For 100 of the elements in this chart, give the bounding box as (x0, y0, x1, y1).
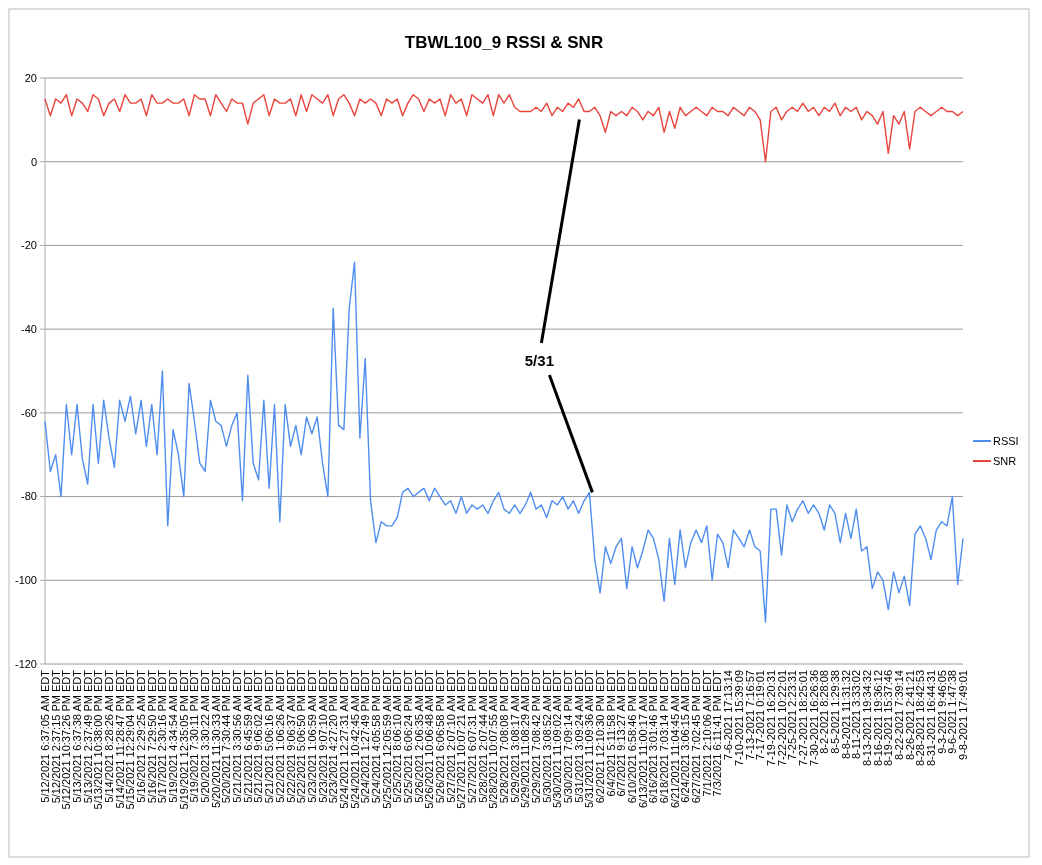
x-tick-label: 6/13/2021 11:00:17 AM EDT (636, 669, 649, 808)
x-tick-label: 5/14/2021 8:28:26 AM EDT (103, 669, 116, 803)
x-tick-label: 5/23/2021 9:07:10 AM EDT (316, 669, 329, 803)
x-tick-label: 9-8-2021 17:49:01 (957, 670, 969, 760)
x-tick-label: 5/24/2021 12:27:31 AM EDT (337, 669, 350, 809)
x-tick-label: 5/29/2021 3:08:17 AM EDT (508, 669, 521, 803)
y-tick-label: -20 (21, 239, 37, 252)
x-tick-label: 7-22-2021 10:22:01 (775, 670, 788, 767)
x-tick-label: 7-30-2021 16:26:36 (807, 670, 820, 767)
x-tick-label: 5/13/2021 10:38:00 PM EDT (92, 669, 105, 810)
x-tick-label: 5/16/2021 7:29:50 PM EDT (145, 669, 158, 804)
x-tick-label: 7-13-2021 7:16:57 (743, 670, 756, 760)
x-tick-label: 5/12/2021 6:37:05 AM EDT (39, 669, 51, 803)
x-tick-label: 5/20/2021 3:30:22 AM EDT (199, 669, 212, 803)
x-tick-label: 5/20/2021 11:30:33 AM EDT (209, 669, 222, 808)
x-tick-label: 5/25/2021 8:06:10 AM EDT (391, 669, 404, 803)
x-tick-label: 7/3/2021 6:11:41 PM EDT (711, 669, 724, 797)
x-tick-label: 6/7/2021 9:13:27 AM EDT (615, 669, 628, 797)
x-tick-label: 7-10-2021 15:39:09 (732, 670, 745, 767)
x-tick-label: 5/24/2021 4:05:58 PM EDT (369, 669, 382, 804)
x-tick-label: 5/28/2021 7:08:08 PM EDT (498, 669, 510, 804)
x-tick-label: 5/26/2021 10:06:48 AM EDT (423, 669, 436, 809)
x-tick-label: 5/17/2021 2:30:16 PM EDT (156, 669, 169, 804)
x-tick-label: 6/24/2021 3:06:15 AM EDT (679, 669, 692, 803)
x-tick-label: 5/22/2021 5:06:50 PM EDT (295, 669, 308, 804)
x-tick-label: 5/12/2021 10:37:26 PM EDT (60, 669, 73, 810)
x-tick-label: 5/29/2021 7:08:42 PM EDT (530, 669, 543, 804)
x-tick-label: 5/20/2021 7:30:44 PM EDT (220, 669, 233, 804)
x-tick-label: 5/25/2021 6:06:24 PM EDT (401, 669, 414, 804)
x-tick-label: 6/10/2021 6:58:46 PM EDT (626, 669, 639, 804)
x-tick-label: 5/30/2021 7:09:14 PM EDT (562, 669, 575, 804)
x-tick-label: 5/27/2021 10:07:21 AM EDT (455, 669, 468, 809)
x-tick-label: 8-8-2021 11:31:32 (839, 670, 852, 760)
y-tick-label: 20 (24, 71, 37, 84)
y-tick-label: -60 (21, 406, 37, 419)
x-tick-label: 5/15/2021 12:29:04 PM EDT (124, 669, 137, 810)
x-tick-label: 5/16/2021 2:29:25 AM EDT (135, 669, 148, 803)
y-tick-label: -120 (14, 657, 37, 670)
x-tick-label: 5/22/2021 9:06:37 AM EDT (284, 669, 297, 803)
x-tick-label: 5/19/2021 4:34:54 AM EDT (167, 669, 180, 803)
x-tick-label: 5/24/2021 1:27:49 PM EDT (359, 669, 372, 804)
legend-label: RSSI (993, 434, 1019, 447)
x-tick-label: 8-13-2021 19:34:32 (860, 670, 873, 767)
x-tick-label: 8-2-2021 8:28:08 (818, 670, 831, 754)
x-tick-label: 5/26/2021 2:06:35 AM EDT (412, 669, 425, 803)
x-tick-label: 6/18/2021 7:03:14 PM EDT (658, 669, 671, 804)
y-tick-label: 0 (30, 155, 37, 168)
x-tick-label: 7-27-2021 18:25:01 (796, 670, 809, 767)
x-tick-label: 5/21/2021 9:06:02 AM EDT (252, 669, 265, 803)
line-series (44, 261, 964, 623)
x-tick-label: 8-16-2021 19:36:12 (871, 670, 884, 767)
x-tick-label: 8-11-2021 3:33:02 (850, 670, 863, 760)
line-series (44, 94, 964, 163)
x-tick-label: 6/27/2021 7:02:45 PM EDT (690, 669, 703, 804)
x-tick-label: 6/2/2021 12:10:30 PM EDT (594, 669, 607, 804)
x-tick-label: 8-5-2021 1:29:38 (828, 670, 841, 754)
annotation: 5/31 (524, 352, 554, 370)
x-tick-label: 8-28-2021 18:42:53 (914, 670, 927, 767)
x-tick-label: 8-19-2021 15:37:46 (882, 670, 895, 767)
y-tick-label: -80 (21, 490, 37, 503)
x-tick-label: 6/21/2021 11:04:45 AM EDT (668, 669, 681, 808)
y-tick-label: -40 (21, 322, 37, 335)
x-tick-label: 7/1/2021 2:10:06 AM EDT (700, 669, 713, 797)
x-tick-label: 5/19/2021 7:30:11 PM EDT (188, 669, 201, 803)
x-tick-label: 5/22/2021 1:06:26 AM EDT (273, 669, 286, 803)
x-tick-label: 7-19-2021 16:20:31 (764, 670, 777, 767)
x-tick-label: 9-6-2021 1:47:38 (946, 670, 959, 754)
x-tick-label: 9-3-2021 9:46:05 (935, 670, 948, 754)
x-tick-label: 5/30/2021 3:08:52 AM EDT (540, 669, 553, 803)
x-tick-label: 7-25-2021 2:23:31 (786, 670, 799, 760)
x-tick-label: 5/23/2021 4:27:20 PM EDT (327, 669, 340, 804)
x-tick-label: 8-22-2021 7:39:14 (892, 670, 905, 760)
x-tick-label: 5/31/2021 3:09:24 AM EDT (572, 669, 585, 803)
x-tick-label: 5/21/2021 6:45:59 AM EDT (241, 669, 254, 803)
x-tick-label: 5/19/2021 12:35:05 PM EDT (177, 669, 190, 810)
x-tick-label: 5/27/2021 6:07:31 PM EDT (465, 669, 478, 804)
x-tick-label: 6/16/2021 3:01:46 PM EDT (647, 669, 660, 804)
x-tick-label: 5/21/2021 3:30:56 AM EDT (231, 669, 244, 803)
x-tick-label: 7-6-2021 17:13:14 (722, 670, 735, 760)
y-tick-label: -100 (14, 574, 37, 587)
x-tick-label: 5/26/2021 6:06:58 PM EDT (433, 669, 446, 804)
x-tick-label: 8-31-2021 16:44:31 (924, 670, 937, 767)
x-tick-label: 5/28/2021 10:07:55 AM EDT (487, 669, 500, 809)
x-tick-label: 5/29/2021 11:08:29 AM EDT (519, 669, 532, 808)
x-tick-label: 5/14/2021 11:28:47 PM EDT (113, 669, 126, 809)
x-tick-label: 5/13/2021 6:37:38 AM EDT (71, 669, 84, 803)
x-tick-label: 5/13/2021 2:37:49 PM EDT (81, 669, 94, 804)
x-tick-label: 5/24/2021 10:42:45 AM EDT (348, 669, 361, 809)
x-tick-label: 5/21/2021 5:06:16 PM EDT (263, 669, 276, 804)
x-tick-label: 5/25/2021 12:05:59 AM EDT (380, 669, 393, 809)
x-tick-label: 5/28/2021 2:07:44 AM EDT (476, 669, 489, 803)
x-tick-label: 5/23/2021 1:06:59 AM EDT (305, 669, 318, 803)
chart-title: TBWL100_9 RSSI & SNR (404, 33, 604, 52)
x-tick-label: 5/12/2021 2:37:15 PM EDT (49, 669, 62, 804)
x-tick-label: 7-17-2021 0:19:01 (754, 670, 767, 760)
x-tick-label: 5/30/2021 11:09:02 AM EDT (551, 669, 564, 808)
x-tick-label: 5/27/2021 2:07:10 AM EDT (444, 669, 457, 803)
x-tick-label: 8-26-2021 2:41:21 (903, 670, 916, 760)
x-tick-label: 6/4/2021 5:11:58 PM EDT (604, 669, 617, 797)
legend-label: SNR (993, 454, 1017, 467)
